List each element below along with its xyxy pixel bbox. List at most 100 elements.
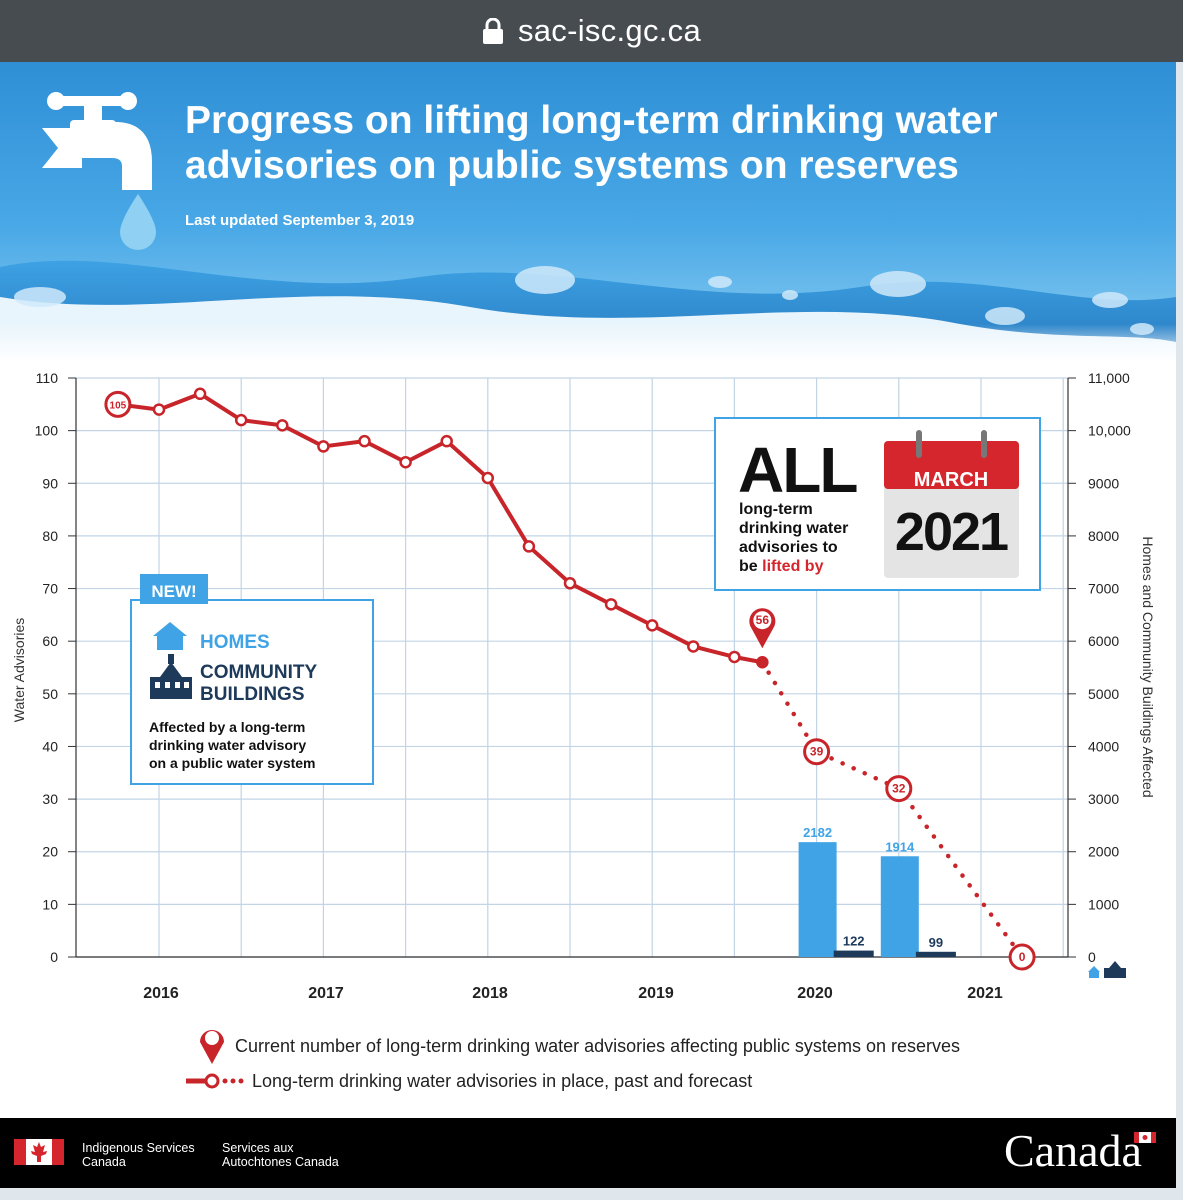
right-tick-label: 8000 — [1088, 528, 1119, 544]
all-big-text: ALL — [738, 434, 857, 506]
advisories-chart: 110100908070605040302010011,00010,000900… — [11, 370, 1156, 1091]
legend-pin-icon — [200, 1030, 224, 1064]
past-point — [276, 419, 289, 432]
x-tick-label: 2017 — [308, 985, 344, 1002]
community-bar — [915, 951, 956, 957]
callout-new: NEW! HOMES COMMUNITY BUILDINGS Affected … — [130, 574, 374, 785]
url-text[interactable]: sac-isc.gc.ca — [517, 13, 702, 48]
page-title: Progress on lifting long-term drinking w… — [185, 98, 1145, 188]
bar-value-label: 122 — [843, 934, 865, 949]
water-banner — [0, 62, 1176, 362]
dept-name-english: Indigenous Services Canada — [82, 1141, 195, 1169]
right-tick-label: 7000 — [1088, 581, 1119, 597]
left-tick-label: 70 — [42, 581, 58, 597]
last-updated: Last updated September 3, 2019 — [185, 212, 415, 229]
homes-label: HOMES — [200, 632, 270, 653]
water-drop-icon — [120, 194, 156, 250]
x-tick-label: 2020 — [797, 985, 833, 1002]
current-point — [756, 656, 769, 669]
legend-current: Current number of long-term drinking wat… — [235, 1036, 960, 1056]
legend: Current number of long-term drinking wat… — [186, 1030, 960, 1091]
axis-community-icon — [1104, 961, 1126, 978]
right-tick-label: 1000 — [1088, 896, 1119, 912]
axis-legend-icons — [1088, 961, 1126, 978]
right-tick-label: 2000 — [1088, 844, 1119, 860]
past-point — [687, 640, 700, 653]
left-tick-label: 20 — [42, 844, 58, 860]
point-label-text: 105 — [110, 400, 127, 411]
point-label-circle — [104, 390, 132, 418]
canada-wordmark: Canada — [1004, 1125, 1142, 1176]
past-point — [645, 619, 659, 632]
new-desc-1: Affected by a long-term — [149, 719, 305, 735]
dept-fr-1: Services aux — [222, 1141, 294, 1155]
past-point — [440, 434, 453, 448]
new-desc-3: on a public water system — [149, 755, 316, 771]
community-building-icon — [150, 654, 192, 699]
past-point — [563, 577, 577, 590]
calendar-month: MARCH — [914, 469, 988, 491]
right-tick-label: 9000 — [1088, 475, 1119, 491]
left-tick-label: 90 — [42, 475, 58, 491]
page-bottom-strip — [0, 1188, 1183, 1200]
dept-fr-2: Autochtones Canada — [222, 1155, 339, 1169]
infographic: Progress on lifting long-term drinking w… — [0, 62, 1176, 1188]
axes: 110100908070605040302010011,00010,000900… — [35, 370, 1131, 1002]
dept-en-2: Canada — [82, 1155, 126, 1169]
bars: 2182 122 1914 99 — [798, 825, 956, 957]
past-point — [399, 455, 412, 469]
lock-icon — [482, 18, 503, 44]
homes-bar — [880, 856, 919, 957]
current-pin-label: 56 — [756, 613, 770, 627]
past-point — [522, 540, 536, 553]
all-line-4a: be — [739, 558, 762, 575]
right-tick-label: 10,000 — [1088, 423, 1131, 439]
dept-en-1: Indigenous Services — [82, 1141, 195, 1155]
wordmark-flag-icon — [1134, 1132, 1156, 1143]
all-line-4: be lifted by — [739, 558, 824, 575]
new-badge: NEW! — [151, 582, 196, 601]
all-line-3: advisories to — [739, 539, 838, 556]
legend-line-icon — [186, 1073, 244, 1089]
left-tick-label: 40 — [42, 738, 58, 754]
browser-address-bar[interactable]: sac-isc.gc.ca — [0, 0, 1183, 62]
left-tick-label: 0 — [50, 949, 58, 965]
point-label-text: 0 — [1019, 950, 1026, 964]
right-tick-label: 5000 — [1088, 686, 1119, 702]
legend-forecast: Long-term drinking water advisories in p… — [252, 1071, 752, 1091]
left-tick-label: 80 — [42, 528, 58, 544]
community-bar — [833, 950, 874, 957]
right-axis-label: Homes and Community Buildings Affected — [1140, 536, 1156, 797]
past-point — [193, 387, 207, 401]
left-tick-label: 60 — [42, 633, 58, 649]
right-tick-label: 3000 — [1088, 791, 1119, 807]
past-point — [317, 440, 330, 453]
bar-value-label: 1914 — [885, 839, 915, 854]
calendar-year: 2021 — [895, 502, 1008, 562]
left-axis-label: Water Advisories — [11, 618, 27, 723]
current-pin-center — [753, 611, 772, 630]
point-label-text: 39 — [810, 745, 824, 759]
past-point — [481, 471, 495, 485]
all-line-2: drinking water — [739, 520, 848, 537]
title-line-1: Progress on lifting long-term drinking w… — [185, 99, 998, 142]
past-point — [728, 650, 741, 664]
bar-value-label: 2182 — [803, 825, 832, 840]
left-tick-label: 100 — [35, 423, 59, 439]
home-icon — [153, 622, 187, 650]
left-tick-label: 110 — [36, 370, 59, 386]
calendar-icon: MARCH 2021 — [884, 430, 1019, 578]
right-tick-label: 6000 — [1088, 633, 1119, 649]
x-tick-label: 2021 — [967, 985, 1003, 1002]
point-labels: 105 39 32 0 56 — [104, 390, 1036, 971]
x-tick-label: 2019 — [638, 985, 674, 1002]
community-label-2: BUILDINGS — [200, 684, 305, 705]
past-point — [152, 403, 166, 416]
new-desc-2: drinking water advisory — [149, 737, 306, 753]
point-label-circle — [885, 775, 913, 803]
x-tick-label: 2018 — [472, 985, 508, 1002]
left-tick-label: 50 — [42, 686, 58, 702]
right-tick-label: 4000 — [1088, 738, 1119, 754]
point-label-text: 32 — [892, 782, 906, 796]
axis-home-icon — [1088, 966, 1100, 978]
